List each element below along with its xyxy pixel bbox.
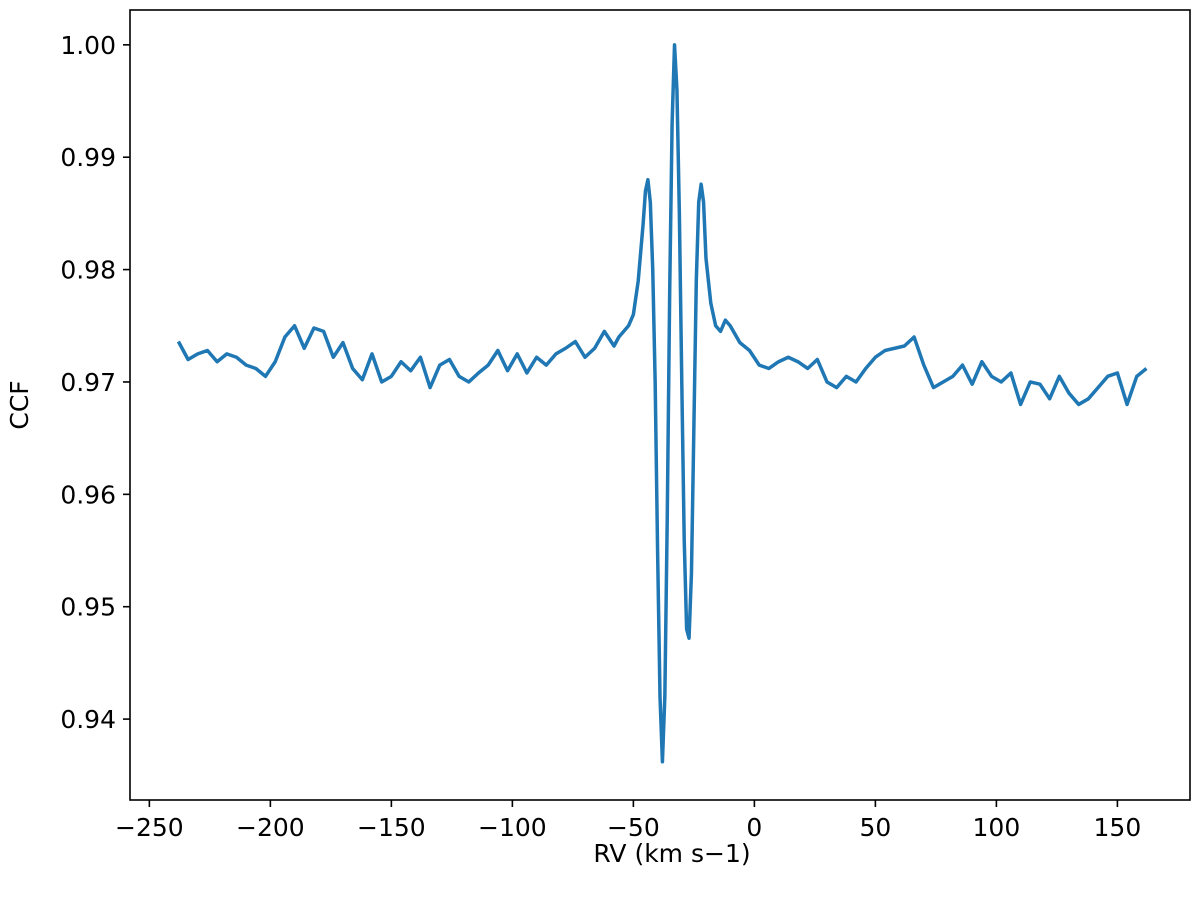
x-tick-label: −100 <box>478 813 547 842</box>
plot-frame <box>129 9 1191 801</box>
x-tick-label: −250 <box>115 813 184 842</box>
y-tick-label: 0.97 <box>60 368 116 397</box>
x-tick-label: −150 <box>357 813 426 842</box>
y-tick-label: 0.94 <box>60 705 116 734</box>
y-tick-label: 0.98 <box>60 256 116 285</box>
y-tick-label: 0.99 <box>60 143 116 172</box>
y-tick-label: 0.96 <box>60 480 116 509</box>
y-tick-label: 0.95 <box>60 593 116 622</box>
y-axis-label: CCF <box>5 380 34 429</box>
x-tick-label: 0 <box>746 813 762 842</box>
x-tick-label: −200 <box>236 813 305 842</box>
x-tick-label: −50 <box>607 813 660 842</box>
x-tick-label: 150 <box>1094 813 1142 842</box>
x-axis-label: RV (km s−1) <box>593 839 750 868</box>
x-tick-label: 50 <box>859 813 891 842</box>
y-tick-label: 1.00 <box>60 31 116 60</box>
data-line <box>176 43 1148 764</box>
x-tick-label: 100 <box>973 813 1021 842</box>
